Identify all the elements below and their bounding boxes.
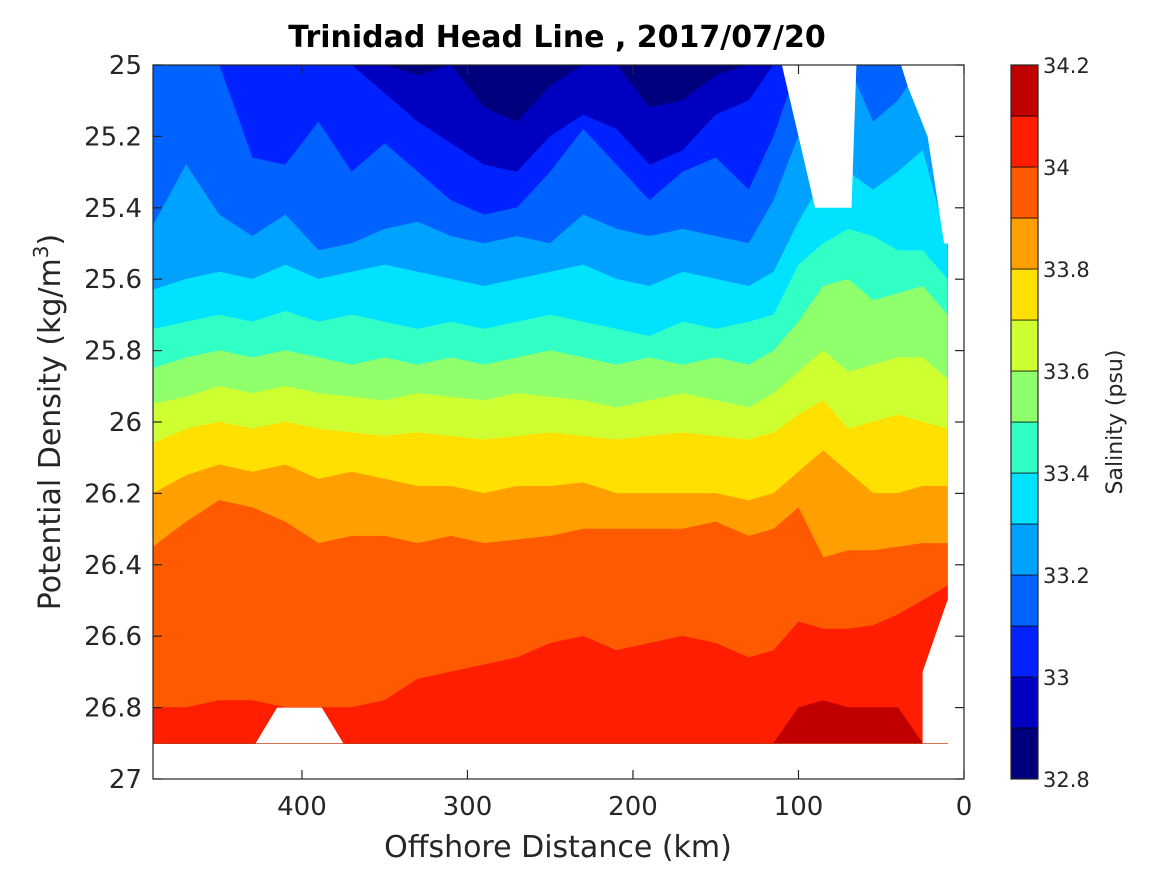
colorbar-swatch [1010, 268, 1039, 321]
y-tick-label: 26.6 [84, 622, 142, 652]
surface-gap-left [781, 65, 857, 208]
colorbar-tick-label: 33.8 [1043, 258, 1090, 282]
x-tick-label: 100 [774, 792, 824, 822]
surface-gap-right [901, 65, 964, 244]
colorbar-tick-label: 32.8 [1043, 768, 1090, 792]
y-tick-label: 26.4 [84, 551, 142, 581]
y-tick-label: 26.2 [84, 479, 142, 509]
x-tick-label: 300 [443, 792, 493, 822]
colorbar [1010, 64, 1039, 780]
y-tick-label: 26.8 [84, 694, 142, 724]
y-tick-label: 25.6 [84, 265, 142, 295]
colorbar-tick-label: 33.6 [1043, 360, 1090, 384]
colorbar-swatch [1010, 115, 1039, 168]
colorbar-swatch [1010, 523, 1039, 576]
contour-fill-layer [153, 65, 948, 744]
colorbar-swatch [1010, 319, 1039, 372]
colorbar-tick-label: 33.4 [1043, 462, 1090, 486]
y-tick-label: 25 [109, 51, 142, 81]
colorbar-swatch [1010, 676, 1039, 729]
y-tick-label: 25.2 [84, 122, 142, 152]
colorbar-tick-label: 34.2 [1043, 54, 1090, 78]
y-axis: 25 25.2 25.4 25.6 25.8 26 26.2 26.4 26.6 26.8 27 [84, 51, 964, 795]
chart-title: Trinidad Head Line , 2017/07/20 [288, 20, 825, 55]
x-tick-label: 400 [277, 792, 327, 822]
bottom-gap [255, 707, 344, 744]
x-axis-label: Offshore Distance (km) [384, 830, 732, 865]
y-tick-label: 27 [109, 765, 142, 795]
y-tick-label: 25.4 [84, 194, 142, 224]
colorbar-axis: 32.8 33 33.2 33.4 33.6 33.8 34 34.2 [1033, 54, 1090, 792]
colorbar-frame [1010, 64, 1039, 780]
colorbar-swatch [1010, 727, 1039, 780]
colorbar-swatch [1010, 625, 1039, 678]
colorbar-swatch [1010, 472, 1039, 525]
colorbar-swatch [1010, 421, 1039, 474]
y-tick-label: 25.8 [84, 337, 142, 367]
y-axis-label-sup: 3 [29, 245, 53, 258]
coastal-gap [922, 600, 964, 744]
colorbar-swatch [1010, 166, 1039, 219]
colorbar-label: Salinity (psu) [1103, 350, 1128, 495]
y-axis-label-close: ) [33, 234, 68, 246]
y-axis-label: Potential Density (kg/m3) [29, 234, 68, 610]
y-tick-label: 26 [109, 408, 142, 438]
x-tick-label: 0 [956, 792, 973, 822]
colorbar-swatch [1010, 574, 1039, 627]
colorbar-tick-label: 33 [1043, 666, 1070, 690]
colorbar-swatch [1010, 64, 1039, 117]
x-axis: 400 300 200 100 0 [277, 65, 972, 822]
colorbar-tick-label: 33.2 [1043, 564, 1090, 588]
colorbar-swatch [1010, 217, 1039, 270]
x-tick-label: 200 [608, 792, 658, 822]
y-axis-label-main: Potential Density (kg/m [33, 258, 68, 610]
colorbar-tick-label: 34 [1043, 156, 1070, 180]
colorbar-swatch [1010, 370, 1039, 423]
missing-data-layer [255, 65, 964, 744]
